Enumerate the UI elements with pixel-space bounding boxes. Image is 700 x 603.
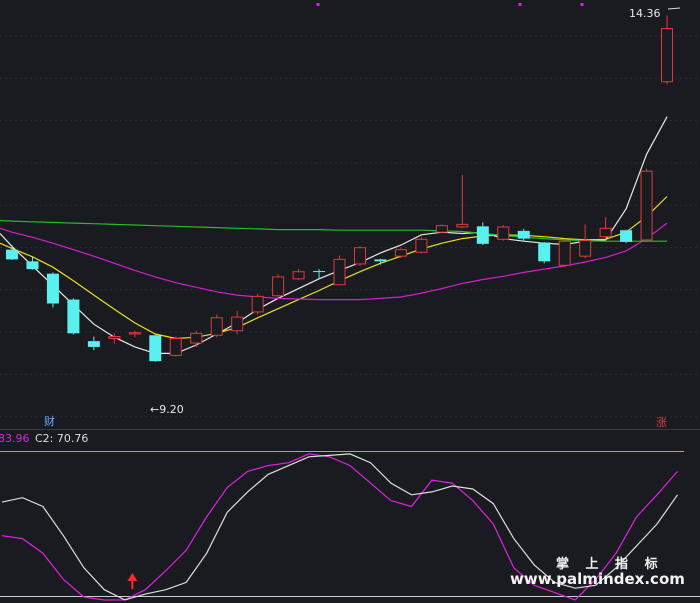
candle-body	[394, 249, 407, 257]
candle-body	[661, 28, 674, 83]
candle	[313, 269, 326, 279]
candle-body	[231, 316, 244, 332]
ma-line-4	[0, 219, 668, 242]
candle	[26, 257, 39, 270]
indicator-legend-c2: C2: 70.76	[35, 432, 88, 445]
candle	[517, 228, 530, 242]
candle-body	[108, 336, 121, 340]
candle-body	[353, 247, 366, 265]
ma-line-3	[0, 222, 668, 301]
price-grid	[0, 35, 700, 418]
candle-body	[169, 338, 182, 356]
candle	[87, 336, 100, 351]
candle	[169, 336, 182, 357]
right-marker-label: 涨	[656, 416, 667, 429]
candle	[333, 255, 346, 286]
candle	[558, 239, 571, 268]
candle	[620, 229, 633, 244]
candle-body	[435, 225, 448, 233]
watermark-cn: 掌 上 指 标	[556, 556, 664, 572]
candle	[6, 245, 18, 261]
candle	[661, 15, 674, 85]
candle-body	[333, 258, 346, 286]
candle-body	[517, 230, 530, 239]
candle-body	[497, 226, 510, 240]
candle-body	[292, 271, 305, 280]
candle	[640, 168, 653, 241]
candle-body	[190, 332, 203, 344]
candle-body	[374, 259, 387, 262]
candle-body	[128, 332, 141, 335]
indicator-line-2	[1, 453, 678, 601]
candle-body	[251, 295, 264, 313]
candle	[292, 269, 305, 281]
top-markers	[316, 3, 584, 6]
candle	[579, 224, 592, 259]
indicator-legend-c1: 83.96	[0, 432, 30, 445]
left-marker-label: 财	[44, 414, 55, 428]
candle	[108, 333, 121, 344]
candle	[476, 222, 489, 246]
max-price-annotation: 14.36	[629, 7, 681, 20]
signal-arrow	[127, 573, 138, 589]
candle-body	[456, 223, 469, 228]
candle	[394, 248, 407, 259]
candle	[46, 272, 59, 308]
candle-body	[6, 249, 18, 260]
max-price-label: 14.36	[629, 7, 661, 20]
ma-line-1	[0, 116, 668, 354]
candle-body	[538, 242, 551, 262]
candle-body	[599, 227, 612, 238]
candle	[538, 241, 551, 264]
candle	[497, 225, 510, 241]
candle	[190, 330, 203, 347]
candle	[128, 330, 141, 338]
candle-body	[272, 276, 285, 297]
candle-body	[579, 240, 592, 257]
candlestick-series	[6, 15, 674, 362]
top-marker-dot	[518, 3, 522, 6]
candle-body	[46, 273, 59, 304]
candle	[456, 175, 469, 229]
top-marker-dot	[316, 3, 320, 6]
candle-body	[87, 341, 100, 347]
candle-body	[67, 299, 80, 334]
indicator-line-1	[1, 453, 678, 601]
candle-body	[640, 170, 653, 241]
min-price-label: ←9.20	[150, 403, 184, 416]
candle-body	[415, 238, 428, 253]
candle	[149, 334, 162, 362]
candle	[415, 237, 428, 254]
candle-body	[476, 226, 489, 244]
candle-body	[26, 261, 39, 270]
candle	[210, 314, 223, 338]
candle-body	[620, 230, 633, 242]
candle	[67, 298, 80, 335]
candle	[231, 310, 244, 334]
candle	[353, 246, 366, 266]
candle	[435, 224, 448, 234]
candle	[599, 217, 612, 239]
candle-body	[313, 271, 326, 273]
candle-body	[210, 317, 223, 336]
moving-average-lines	[0, 116, 668, 354]
candle-body	[558, 240, 571, 266]
indicator-lines	[1, 453, 678, 601]
top-marker-dot	[580, 3, 584, 6]
candle-body	[149, 335, 162, 362]
signal-arrow-head	[127, 573, 138, 581]
candle	[251, 293, 264, 315]
candle	[272, 274, 285, 299]
candle	[374, 258, 387, 265]
ma-line-2	[0, 196, 668, 340]
watermark-url: www.palmindex.com	[510, 570, 685, 588]
